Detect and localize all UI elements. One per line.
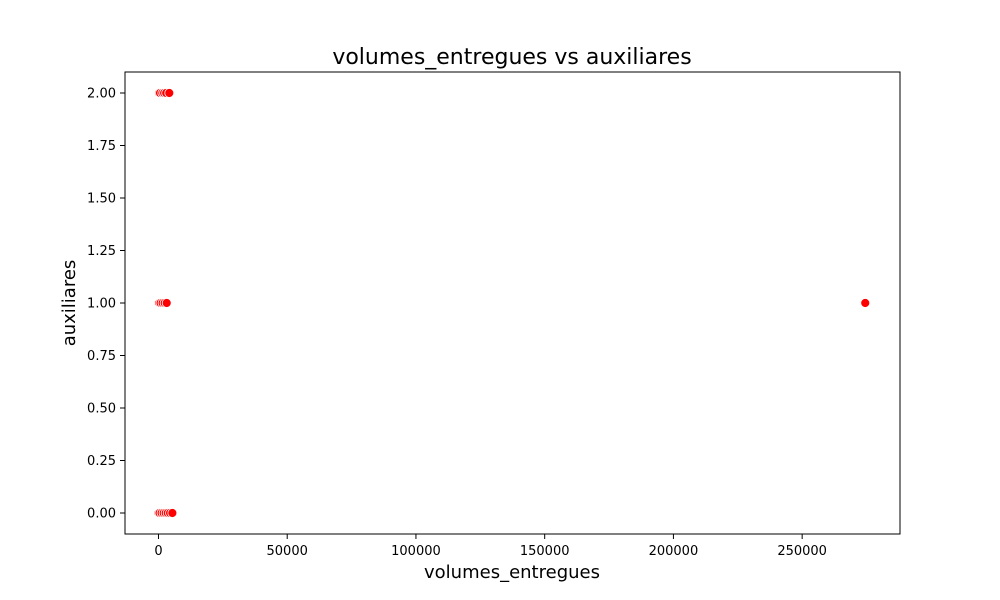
x-tick-label: 200000 [649,544,699,559]
y-tick-label: 0.75 [87,349,116,364]
y-tick-label: 1.25 [87,244,116,259]
y-tick-label: 1.50 [87,192,116,207]
data-point [167,508,178,518]
y-axis-ticks: 0.00 0.25 0.50 0.75 1.00 1.25 1.50 1.75 2.00 [87,87,125,522]
x-tick-label: 250000 [777,544,827,559]
data-point [860,298,871,308]
x-axis-ticks: 0 50000 100000 150000 200000 250000 [154,534,827,559]
x-tick-label: 50000 [267,544,308,559]
chart-title: volumes_entregues vs auxiliares [332,45,691,70]
x-tick-label: 100000 [391,544,441,559]
y-tick-label: 0.00 [87,507,116,522]
x-tick-label: 150000 [520,544,570,559]
data-points [153,88,871,518]
y-tick-label: 2.00 [87,87,116,102]
y-axis-label: auxiliares [59,260,80,347]
y-tick-label: 1.75 [87,139,116,154]
y-tick-label: 0.25 [87,454,116,469]
plot-area [124,71,901,535]
x-tick-label: 0 [154,544,162,559]
x-axis-label: volumes_entregues [424,562,600,583]
y-tick-label: 0.50 [87,402,116,417]
data-point [161,298,172,308]
data-point [164,88,175,98]
y-tick-label: 1.00 [87,297,116,312]
